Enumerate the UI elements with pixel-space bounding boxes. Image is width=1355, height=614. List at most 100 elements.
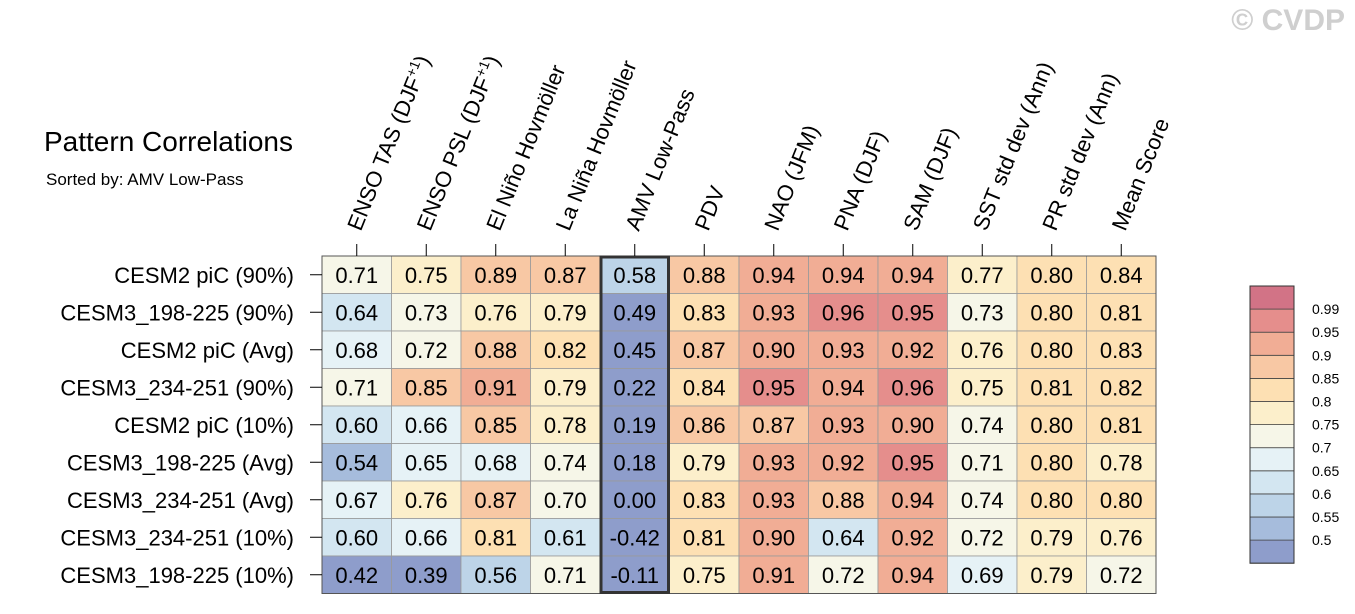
heatmap-cell: [669, 405, 740, 444]
colorbar-label: 0.85: [1312, 370, 1339, 386]
heatmap-cell: [1016, 405, 1087, 444]
heatmap-cell: [1016, 518, 1087, 557]
heatmap-cell: [391, 443, 462, 482]
heatmap-cell: [460, 368, 531, 407]
colorbar-box: [1249, 424, 1295, 449]
cell-value-label: 0.93: [752, 300, 795, 325]
cell-value-label: 0.90: [752, 525, 795, 550]
cell-value-label: -0.11: [610, 563, 659, 588]
row-label: CESM2 piC (10%): [114, 413, 294, 438]
heatmap-cell: [669, 330, 740, 369]
cell-value-label: 0.81: [683, 525, 726, 550]
cell-value-label: 0.93: [752, 488, 795, 513]
heatmap-cell: [808, 255, 879, 294]
cell-value-label: 0.92: [822, 450, 865, 475]
row-label: CESM3_198-225 (Avg): [67, 450, 294, 475]
cell-value-label: 0.65: [405, 450, 448, 475]
heatmap-cell: [391, 480, 462, 519]
cell-value-label: 0.95: [891, 450, 934, 475]
cell-value-label: 0.94: [822, 375, 865, 400]
heatmap-cell: [1016, 443, 1087, 482]
cell-value-label: 0.84: [683, 375, 726, 400]
heatmap-cell: [877, 330, 948, 369]
cell-value-label: 0.72: [822, 563, 865, 588]
heatmap-cell: [321, 293, 392, 332]
cell-value-label: 0.72: [1100, 563, 1143, 588]
colorbar-border: [1249, 285, 1295, 564]
chart-subtitle: Sorted by: AMV Low-Pass: [46, 170, 244, 189]
cell-value-label: 0.82: [1100, 375, 1143, 400]
cell-value-label: 0.64: [822, 525, 865, 550]
colorbar-box: [1249, 447, 1295, 472]
colorbar-box: [1249, 308, 1295, 333]
heatmap-cell: [530, 330, 601, 369]
cell-value-label: 0.83: [683, 300, 726, 325]
colorbar-label: 0.65: [1312, 463, 1339, 479]
heatmap-cell: [530, 480, 601, 519]
cell-value-label: 0.81: [474, 525, 517, 550]
cell-value-label: 0.67: [335, 488, 378, 513]
cell-value-label: 0.94: [891, 263, 934, 288]
cell-value-label: 0.72: [405, 338, 448, 363]
cell-value-label: 0.49: [613, 300, 656, 325]
heatmap-cell: [738, 443, 809, 482]
heatmap-cell: [877, 480, 948, 519]
cell-value-label: 0.85: [405, 375, 448, 400]
cell-value-label: 0.72: [961, 525, 1004, 550]
heatmap-cell: [1086, 405, 1157, 444]
colorbar-label: 0.7: [1312, 440, 1332, 456]
cell-value-label: 0.83: [683, 488, 726, 513]
heatmap-cell: [530, 405, 601, 444]
heatmap-cell: [321, 368, 392, 407]
cell-value-label: 0.96: [891, 375, 934, 400]
heatmap-cell: [599, 293, 670, 332]
heatmap-cell: [599, 518, 670, 557]
copyright-label: © CVDP: [1231, 4, 1345, 37]
cell-value-label: 0.60: [335, 413, 378, 438]
heatmap-cell: [530, 443, 601, 482]
cell-value-label: 0.39: [405, 563, 448, 588]
heatmap-cell: [321, 330, 392, 369]
colorbar-box: [1249, 470, 1295, 495]
heatmap-cell: [321, 443, 392, 482]
cell-value-label: 0.77: [961, 263, 1004, 288]
row-label: CESM3_234-251 (Avg): [67, 488, 294, 513]
cell-value-label: 0.86: [683, 413, 726, 438]
column-label: Mean Score: [1107, 115, 1175, 234]
cell-value-label: 0.91: [474, 375, 517, 400]
row-label: CESM3_198-225 (90%): [60, 300, 294, 325]
heatmap-cell: [1086, 518, 1157, 557]
cell-value-label: 0.81: [1100, 413, 1143, 438]
cell-value-label: 0.95: [891, 300, 934, 325]
cell-value-label: 0.76: [1100, 525, 1143, 550]
cell-value-label: 0.71: [335, 375, 378, 400]
heatmap-cell: [1016, 255, 1087, 294]
heatmap-cell: [947, 330, 1018, 369]
heatmap-cell: [460, 330, 531, 369]
cell-value-label: 0.87: [544, 263, 587, 288]
chart-title: Pattern Correlations: [44, 126, 294, 157]
cell-value-label: 0.71: [335, 263, 378, 288]
heatmap-cell: [808, 555, 879, 594]
cell-value-label: -0.42: [610, 525, 660, 550]
cell-value-label: 0.87: [752, 413, 795, 438]
cell-value-label: 0.90: [891, 413, 934, 438]
heatmap-cell: [669, 480, 740, 519]
colorbar-label: 0.6: [1312, 486, 1332, 502]
cell-value-label: 0.78: [1100, 450, 1143, 475]
heatmap-cell: [738, 368, 809, 407]
cell-value-label: 0.68: [335, 338, 378, 363]
column-label: PR std dev (Ann): [1037, 69, 1123, 234]
colorbar-box: [1249, 285, 1295, 310]
cell-value-label: 0.64: [335, 300, 378, 325]
column-label: PNA (DJF): [829, 127, 892, 234]
cell-value-label: 0.80: [1030, 263, 1073, 288]
heatmap-cell: [947, 443, 1018, 482]
colorbar-label: 0.99: [1312, 301, 1339, 317]
cell-value-label: 0.66: [405, 413, 448, 438]
heatmap-cell: [1016, 368, 1087, 407]
cell-value-label: 0.94: [822, 263, 865, 288]
cell-value-label: 0.74: [961, 413, 1004, 438]
cell-value-label: 0.81: [1030, 375, 1073, 400]
